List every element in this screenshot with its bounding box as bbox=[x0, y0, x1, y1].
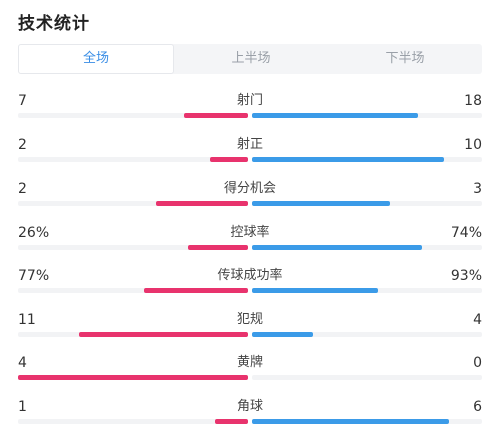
home-value: 4 bbox=[18, 355, 27, 371]
tab-first-half[interactable]: 上半场 bbox=[231, 51, 271, 66]
stat-row-yellow-cards: 4 黄牌 0 bbox=[18, 354, 482, 384]
stat-row-scoring-chances: 2 得分机会 3 bbox=[18, 180, 482, 210]
home-bar bbox=[156, 201, 248, 206]
away-bar bbox=[252, 157, 444, 162]
away-value: 6 bbox=[473, 399, 482, 415]
home-bar-track bbox=[18, 419, 248, 424]
away-bar-track bbox=[252, 419, 482, 424]
away-bar bbox=[252, 332, 314, 337]
home-bar-track bbox=[18, 375, 248, 380]
away-bar bbox=[252, 201, 390, 206]
away-value: 10 bbox=[464, 137, 482, 153]
away-value: 18 bbox=[464, 93, 482, 109]
away-bar bbox=[252, 113, 418, 118]
away-bar-track bbox=[252, 375, 482, 380]
period-tabs: 全场 上半场 下半场 bbox=[18, 44, 482, 74]
home-bar-track bbox=[18, 113, 248, 118]
stat-row-shots: 7 射门 18 bbox=[18, 92, 482, 122]
away-bar-track bbox=[252, 288, 482, 293]
stat-row-fouls: 11 犯规 4 bbox=[18, 311, 482, 341]
home-bar bbox=[183, 113, 248, 118]
away-value: 74% bbox=[450, 225, 482, 241]
away-bar-track bbox=[252, 332, 482, 337]
home-value: 2 bbox=[18, 137, 27, 153]
away-bar-track bbox=[252, 113, 482, 118]
tab-full-match[interactable]: 全场 bbox=[18, 44, 174, 74]
home-bar bbox=[79, 332, 248, 337]
away-bar bbox=[252, 288, 378, 293]
home-bar-track bbox=[18, 157, 248, 162]
stat-label: 传球成功率 bbox=[217, 268, 283, 283]
home-bar bbox=[18, 375, 248, 380]
home-bar bbox=[215, 419, 248, 424]
away-value: 4 bbox=[473, 312, 482, 328]
stat-label: 角球 bbox=[236, 399, 263, 414]
home-bar-track bbox=[18, 332, 248, 337]
away-value: 93% bbox=[450, 268, 482, 284]
stat-row-pass-accuracy: 77% 传球成功率 93% bbox=[18, 267, 482, 297]
stat-label: 得分机会 bbox=[223, 181, 276, 196]
tab-second-half[interactable]: 下半场 bbox=[385, 51, 425, 66]
stat-row-possession: 26% 控球率 74% bbox=[18, 224, 482, 254]
home-value: 7 bbox=[18, 93, 27, 109]
home-bar-track bbox=[18, 245, 248, 250]
home-bar bbox=[209, 157, 248, 162]
stat-label: 射正 bbox=[236, 137, 263, 152]
stat-label: 黄牌 bbox=[236, 355, 263, 370]
home-bar-track bbox=[18, 288, 248, 293]
home-value: 11 bbox=[18, 312, 36, 328]
away-bar bbox=[252, 419, 450, 424]
away-value: 0 bbox=[473, 355, 482, 371]
away-bar bbox=[252, 245, 423, 250]
home-bar-track bbox=[18, 201, 248, 206]
stat-row-corners: 1 角球 6 bbox=[18, 398, 482, 428]
home-value: 26% bbox=[18, 225, 50, 241]
home-value: 1 bbox=[18, 399, 27, 415]
home-bar bbox=[143, 288, 248, 293]
home-bar bbox=[188, 245, 248, 250]
stat-label: 控球率 bbox=[230, 225, 270, 240]
home-value: 77% bbox=[18, 268, 50, 284]
away-value: 3 bbox=[473, 181, 482, 197]
home-value: 2 bbox=[18, 181, 27, 197]
stat-label: 射门 bbox=[236, 93, 263, 108]
away-bar-track bbox=[252, 201, 482, 206]
stat-label: 犯规 bbox=[236, 312, 263, 327]
away-bar-track bbox=[252, 245, 482, 250]
stat-row-shots-on-target: 2 射正 10 bbox=[18, 136, 482, 166]
page-title: 技术统计 bbox=[18, 14, 90, 34]
away-bar-track bbox=[252, 157, 482, 162]
